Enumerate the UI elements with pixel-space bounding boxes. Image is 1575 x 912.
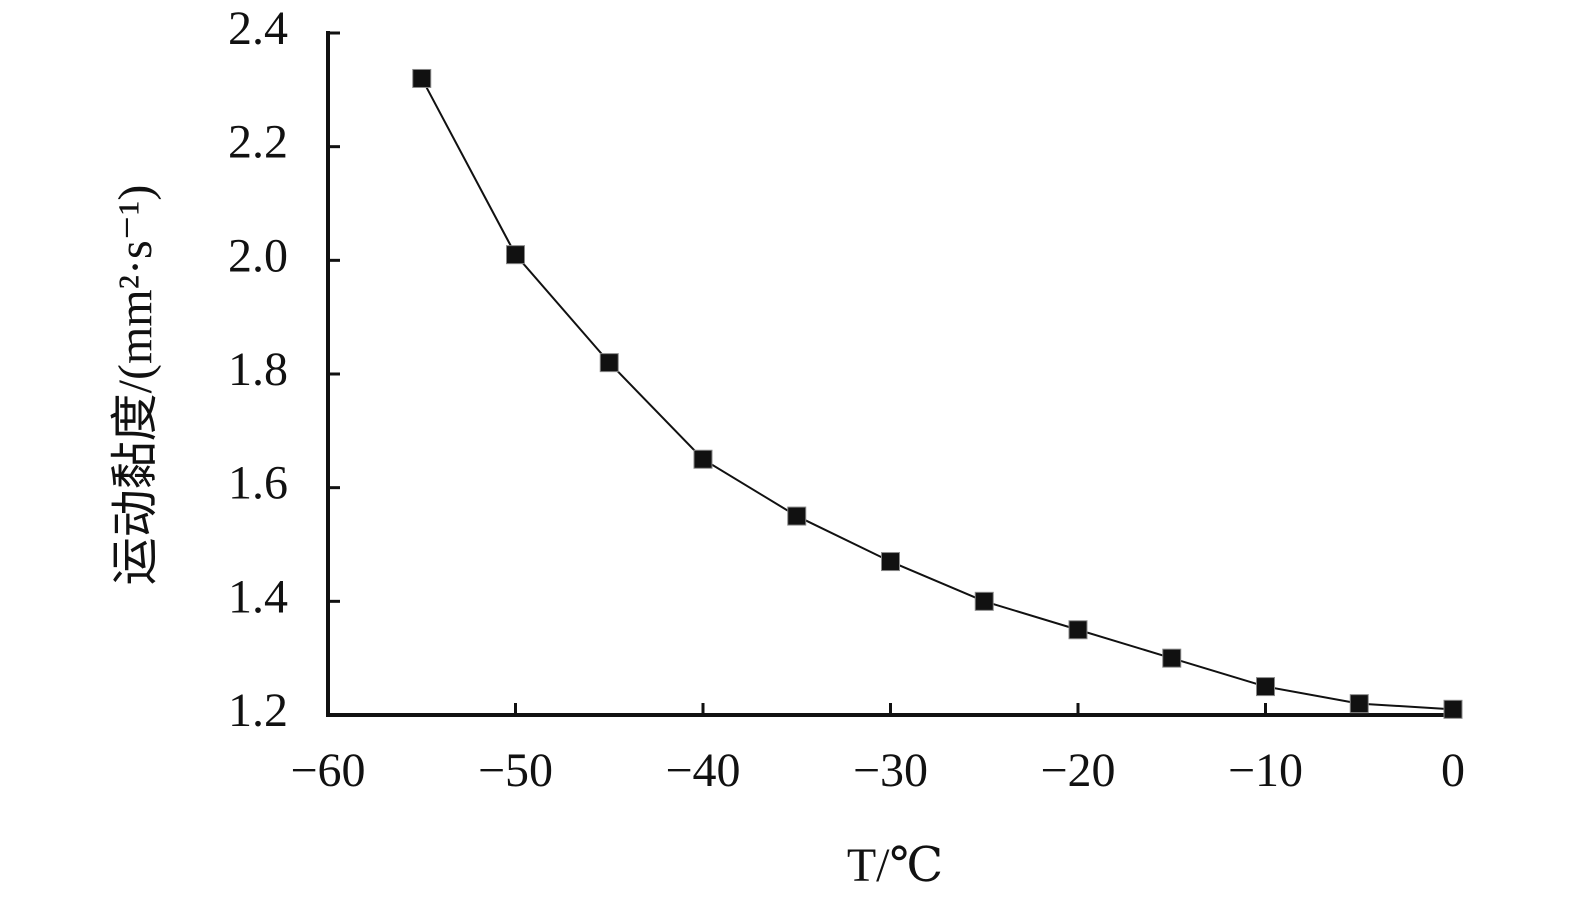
y-tick-label: 2.4: [228, 2, 288, 55]
marker: [412, 68, 432, 88]
y-tick-label: 2.2: [228, 116, 288, 169]
marker: [506, 245, 525, 265]
y-tick-label: 1.6: [228, 457, 288, 510]
x-tick-label: −10: [1228, 744, 1303, 797]
marker: [1256, 677, 1275, 697]
marker: [693, 449, 713, 469]
y-axis-label: 运动黏度/(mm²·s⁻¹): [109, 185, 162, 586]
marker: [787, 506, 807, 526]
y-tick-label: 2.0: [228, 229, 288, 282]
x-tick-label: −50: [478, 744, 553, 797]
y-tick-label: 1.2: [228, 684, 288, 737]
marker: [881, 552, 900, 572]
x-axis-label: T/℃: [847, 839, 943, 892]
marker: [974, 591, 994, 611]
marker: [1443, 699, 1463, 719]
marker: [1068, 620, 1088, 640]
x-tick-label: −40: [665, 744, 740, 797]
x-tick-label: −60: [290, 744, 365, 797]
x-tick-label: −30: [853, 744, 928, 797]
y-tick-label: 1.8: [228, 343, 288, 396]
marker: [1162, 648, 1182, 668]
x-tick-label: 0: [1441, 744, 1465, 797]
series-line: [420, 77, 1454, 711]
y-tick-label: 1.4: [228, 570, 288, 623]
marker: [1349, 694, 1369, 714]
marker: [599, 353, 619, 373]
x-tick-label: −20: [1040, 744, 1115, 797]
